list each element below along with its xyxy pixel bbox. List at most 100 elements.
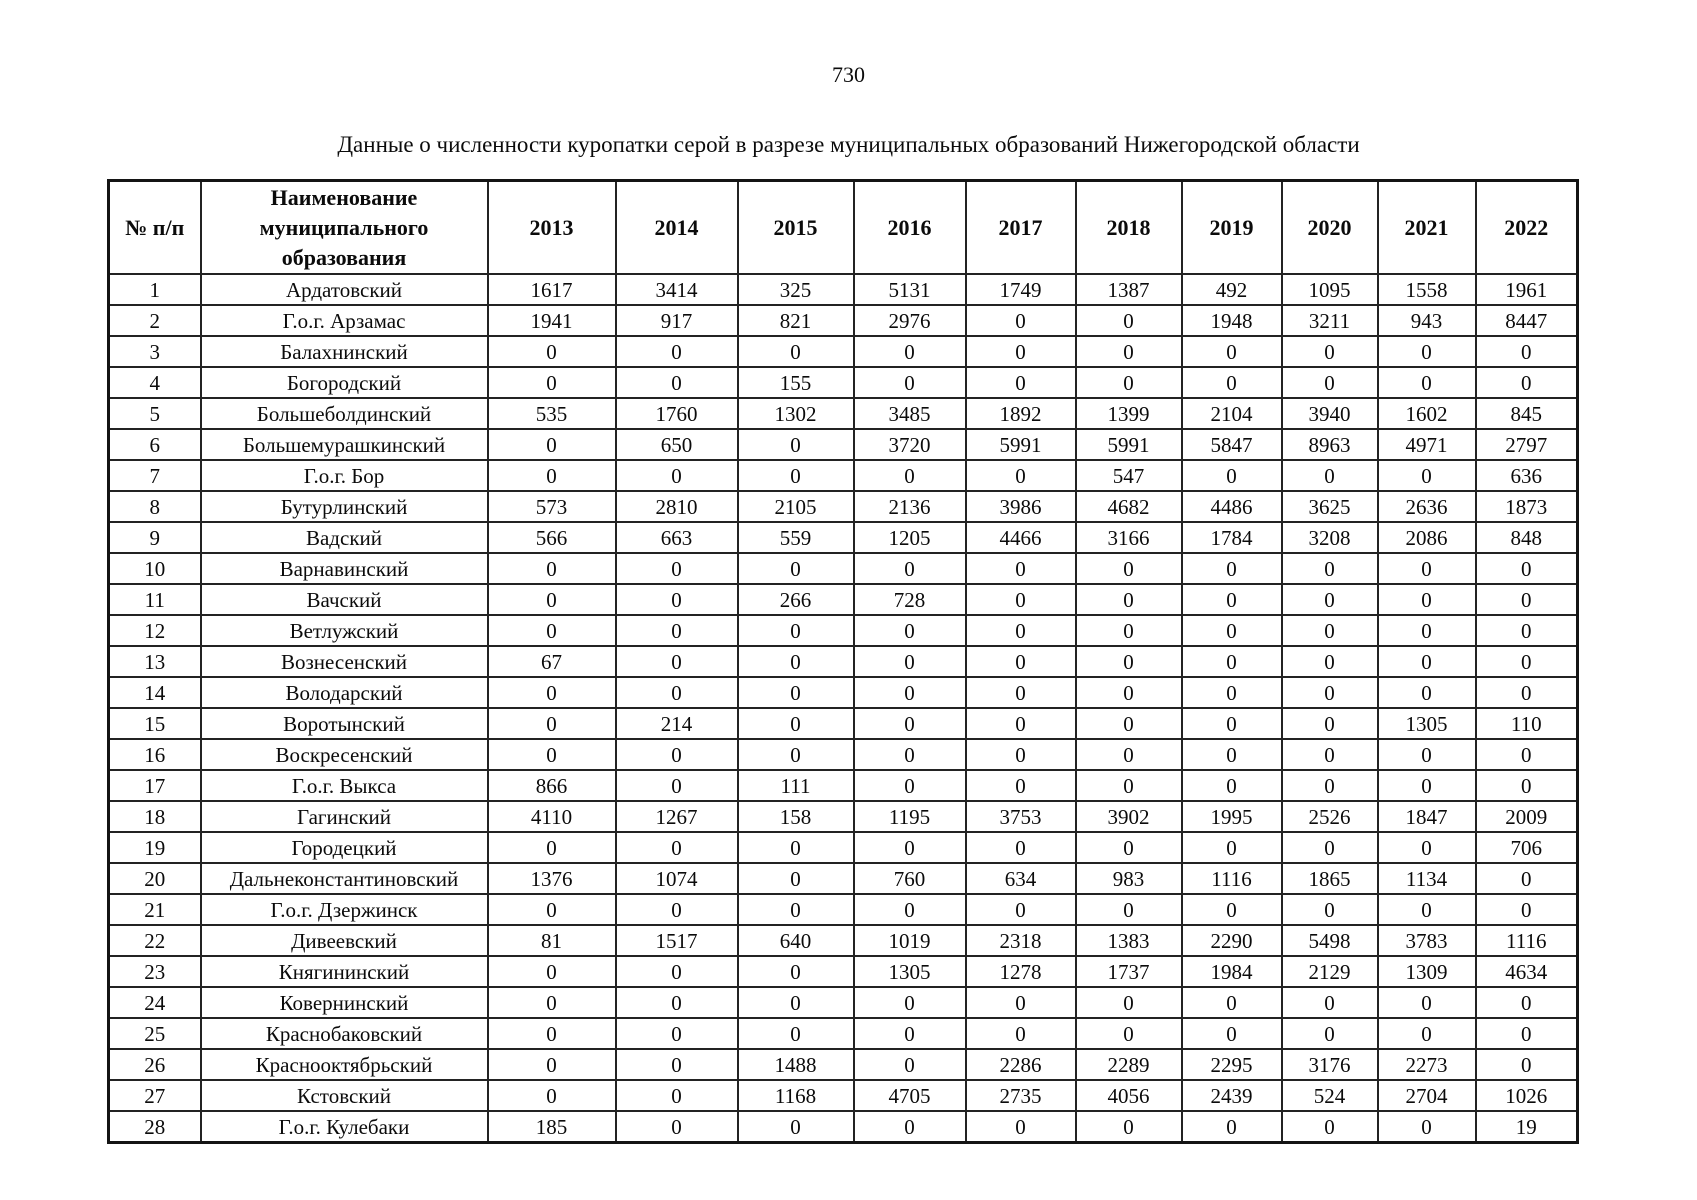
row-number-cell: 26: [107, 1048, 202, 1082]
year-value-cell: 0: [1376, 366, 1477, 400]
year-value-cell: 866: [486, 769, 617, 803]
year-value-cell: 1737: [1074, 955, 1183, 989]
year-value-cell: 0: [1376, 986, 1477, 1020]
year-value-cell: 0: [736, 676, 855, 710]
year-value-cell: 0: [736, 955, 855, 989]
year-value-cell: 760: [852, 862, 967, 896]
year-value-cell: 1026: [1474, 1079, 1579, 1113]
year-value-cell: 2104: [1180, 397, 1283, 431]
table-body: 1 Ардатовский 1617 3414 325 5131 1749 1387 492 10…: [107, 273, 1579, 1144]
table-row: 4 Богородский 0 0 155 0 0 0 0 0 0 0: [107, 366, 1579, 400]
year-value-cell: 0: [614, 552, 739, 586]
table-row: 6 Большемурашкинский 0 650 0 3720 5991 5991 5847…: [107, 428, 1579, 462]
year-value-cell: 917: [614, 304, 739, 338]
col-header-year-2015: 2015: [736, 179, 855, 276]
municipality-name-cell: Вадский: [199, 521, 489, 555]
year-value-cell: 0: [614, 676, 739, 710]
year-value-cell: 0: [1280, 707, 1379, 741]
table-row: 14 Володарский 0 0 0 0 0 0 0 0 0 0: [107, 676, 1579, 710]
year-value-cell: 0: [614, 1048, 739, 1082]
year-value-cell: 0: [614, 738, 739, 772]
year-value-cell: 5991: [964, 428, 1077, 462]
year-value-cell: 1873: [1474, 490, 1579, 524]
year-value-cell: 0: [1474, 862, 1579, 896]
municipality-name-cell: Дивеевский: [199, 924, 489, 958]
year-value-cell: 2289: [1074, 1048, 1183, 1082]
year-value-cell: 943: [1376, 304, 1477, 338]
year-value-cell: 848: [1474, 521, 1579, 555]
year-value-cell: 3208: [1280, 521, 1379, 555]
year-value-cell: 0: [964, 552, 1077, 586]
year-value-cell: 0: [736, 428, 855, 462]
year-value-cell: 3940: [1280, 397, 1379, 431]
row-number-cell: 7: [107, 459, 202, 493]
year-value-cell: 0: [1074, 769, 1183, 803]
year-value-cell: 1278: [964, 955, 1077, 989]
year-value-cell: 1195: [852, 800, 967, 834]
municipality-name-cell: Г.о.г. Кулебаки: [199, 1110, 489, 1144]
year-value-cell: 0: [1280, 645, 1379, 679]
col-header-year-2020: 2020: [1280, 179, 1379, 276]
year-value-cell: 1892: [964, 397, 1077, 431]
col-header-year-2019: 2019: [1180, 179, 1283, 276]
municipality-name-cell: Г.о.г. Дзержинск: [199, 893, 489, 927]
year-value-cell: 0: [486, 552, 617, 586]
row-number-cell: 11: [107, 583, 202, 617]
year-value-cell: 8963: [1280, 428, 1379, 462]
year-value-cell: 0: [1280, 614, 1379, 648]
year-value-cell: 0: [1180, 1110, 1283, 1144]
table-row: 28 Г.о.г. Кулебаки 185 0 0 0 0 0 0 0 0 19: [107, 1110, 1579, 1144]
row-number-cell: 14: [107, 676, 202, 710]
year-value-cell: 0: [736, 862, 855, 896]
year-value-cell: 5991: [1074, 428, 1183, 462]
year-value-cell: 0: [486, 335, 617, 369]
municipality-name-cell: Богородский: [199, 366, 489, 400]
year-value-cell: 2810: [614, 490, 739, 524]
header-row: № п/п Наименование муниципального образо…: [107, 179, 1579, 276]
year-value-cell: 3720: [852, 428, 967, 462]
year-value-cell: 559: [736, 521, 855, 555]
year-value-cell: 1488: [736, 1048, 855, 1082]
year-value-cell: 0: [1474, 366, 1579, 400]
year-value-cell: 110: [1474, 707, 1579, 741]
year-value-cell: 8447: [1474, 304, 1579, 338]
year-value-cell: 1387: [1074, 273, 1183, 307]
year-value-cell: 0: [1180, 335, 1283, 369]
year-value-cell: 0: [1180, 583, 1283, 617]
year-value-cell: 573: [486, 490, 617, 524]
table-row: 25 Краснобаковский 0 0 0 0 0 0 0 0 0 0: [107, 1017, 1579, 1051]
year-value-cell: 1995: [1180, 800, 1283, 834]
year-value-cell: 0: [486, 459, 617, 493]
year-value-cell: 0: [852, 366, 967, 400]
year-value-cell: 5847: [1180, 428, 1283, 462]
year-value-cell: 1617: [486, 273, 617, 307]
table-row: 21 Г.о.г. Дзержинск 0 0 0 0 0 0 0 0 0 0: [107, 893, 1579, 927]
year-value-cell: 0: [852, 986, 967, 1020]
year-value-cell: 0: [1376, 583, 1477, 617]
row-number-cell: 5: [107, 397, 202, 431]
year-value-cell: 0: [736, 459, 855, 493]
year-value-cell: 0: [1474, 583, 1579, 617]
row-number-cell: 8: [107, 490, 202, 524]
year-value-cell: 0: [736, 1110, 855, 1144]
year-value-cell: 0: [1474, 676, 1579, 710]
year-value-cell: 0: [736, 645, 855, 679]
year-value-cell: 0: [736, 986, 855, 1020]
year-value-cell: 0: [1280, 459, 1379, 493]
year-value-cell: 5498: [1280, 924, 1379, 958]
year-value-cell: 0: [1280, 366, 1379, 400]
municipality-name-cell: Бутурлинский: [199, 490, 489, 524]
table-row: 2 Г.о.г. Арзамас 1941 917 821 2976 0 0 1948 3211 9…: [107, 304, 1579, 338]
year-value-cell: 0: [964, 893, 1077, 927]
col-header-year-2016: 2016: [852, 179, 967, 276]
year-value-cell: 0: [964, 769, 1077, 803]
year-value-cell: 0: [1376, 676, 1477, 710]
col-header-municipality-label: Наименование муниципального образования: [259, 185, 429, 270]
year-value-cell: 155: [736, 366, 855, 400]
year-value-cell: 0: [1074, 552, 1183, 586]
year-value-cell: 19: [1474, 1110, 1579, 1144]
table-row: 19 Городецкий 0 0 0 0 0 0 0 0 0 706: [107, 831, 1579, 865]
year-value-cell: 0: [1474, 986, 1579, 1020]
municipality-name-cell: Краснобаковский: [199, 1017, 489, 1051]
year-value-cell: 0: [486, 986, 617, 1020]
